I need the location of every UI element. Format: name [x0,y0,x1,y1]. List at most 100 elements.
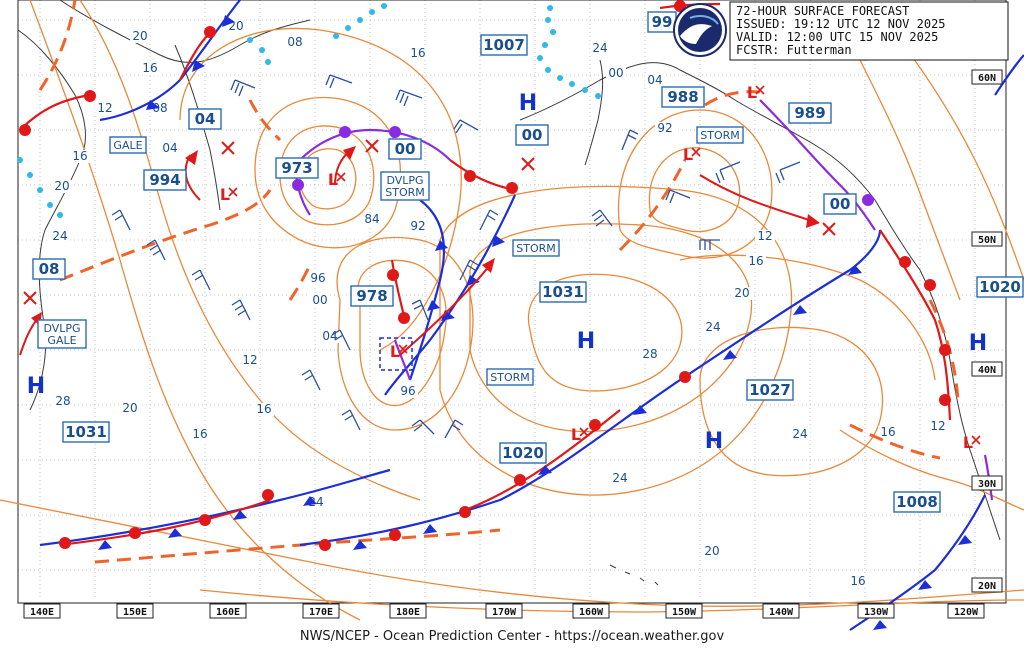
pressure-value: 99 [652,13,673,31]
latitude-label: 30N [978,479,996,490]
pressure-value: 973 [281,159,312,177]
longitude-label: 160E [216,607,240,618]
isobar-label: 96 [310,271,325,285]
isobar-label: 12 [97,101,112,115]
warning-label: GALE [47,334,76,347]
longitude-label: 130W [864,607,889,618]
pressure-value: 00 [395,140,416,158]
troughs [38,0,960,564]
isobar-label: 16 [192,427,207,441]
pressure-box [350,285,394,307]
pressure-box [480,34,528,56]
latitude-labels: 60N 50N 40N 30N 20N [971,69,1003,593]
longitude-label: 150W [672,607,697,618]
isobar-label: 24 [592,41,607,55]
isobar-label: 84 [364,212,379,226]
isobar-label: 16 [850,574,865,588]
warning-label: STORM [516,242,556,255]
warning-label: STORM [490,371,530,384]
isobar-label: 00 [312,293,327,307]
low-pressure-centers: L L L L L L L [220,83,981,452]
longitude-label: 150E [123,607,147,618]
longitude-label: 170E [309,607,333,618]
lat-lon-grid [17,0,1007,604]
past-position-marks [23,139,836,305]
pressure-value: 994 [149,171,180,189]
pressure-box [388,138,422,160]
warning-box [37,319,87,349]
isobar-label: 12 [757,229,772,243]
high-center: H [519,91,537,116]
isobar-label: 28 [55,394,70,408]
warning-label: STORM [700,129,740,142]
low-center: L [747,83,757,102]
latitude-label: 50N [978,235,996,246]
pressure-value: 04 [195,110,216,128]
isobar-label: 20 [54,179,69,193]
longitude-label: 180E [396,607,420,618]
isobar-label: 96 [400,384,415,398]
latitude-label: 40N [978,365,996,376]
isobar-label: 04 [162,141,177,155]
isobar-label: 24 [705,320,720,334]
pressure-value: 978 [356,287,387,305]
pressure-value: 988 [667,88,698,106]
header-box: 72-HOUR SURFACE FORECAST ISSUED: 19:12 U… [729,1,1009,61]
noaa-logo-icon [673,3,727,57]
pressure-box [661,86,705,108]
pressure-box [143,169,187,191]
isobar-label: 20 [122,401,137,415]
isobar-label: 08 [287,35,302,49]
low-center: L [571,425,581,444]
high-center: H [969,331,987,356]
pressure-value: 1020 [979,278,1021,296]
pressure-box [32,258,66,280]
warm-fronts [19,2,952,547]
footer-credit: NWS/NCEP - Ocean Prediction Center - htt… [300,629,725,644]
longitude-label: 120W [954,607,979,618]
high-center: H [577,329,595,354]
isobar-label: 92 [657,121,672,135]
front-markers [19,0,972,630]
pressure-value: 08 [39,260,60,278]
warning-box [512,239,560,257]
coastlines [17,0,1001,586]
pressure-value: 1027 [749,381,791,399]
pressure-box [188,108,222,130]
low-center: L [963,433,973,452]
pressure-value: 1031 [542,283,584,301]
low-center: L [390,342,400,361]
isobar-label: 16 [72,149,87,163]
isobar-label: 12 [930,419,945,433]
low-center: L [683,145,693,164]
header-valid: VALID: 12:00 UTC 15 NOV 2025 [736,30,938,44]
pressure-box [976,276,1024,298]
storm-track-arrows [19,146,820,356]
high-pressure-centers: H H H H H [27,91,987,454]
isobar-label: 12 [242,353,257,367]
pressure-value: 1031 [65,423,107,441]
header-issued: ISSUED: 19:12 UTC 12 NOV 2025 [736,17,946,31]
header-forecaster: FCSTR: Futterman [736,43,852,57]
pressure-value: 1007 [483,36,525,54]
pressure-box [515,124,549,146]
isobar-label: 04 [322,329,337,343]
pressure-box [62,421,110,443]
warning-label: STORM [385,186,425,199]
pressure-value: 1008 [896,493,938,511]
longitude-label: 170W [492,607,517,618]
warning-label: DVLPG [43,322,80,335]
pressure-value: 989 [794,104,825,122]
isobar-label: 20 [132,29,147,43]
isobar-label: 16 [256,402,271,416]
isobar-label: 20 [734,286,749,300]
isobar-labels: 20 16 12 08 04 16 20 24 84 92 96 00 04 96 92 12 16 20 24 28… [50,19,948,588]
warning-box [486,368,534,386]
high-center: H [27,374,45,399]
latitude-label: 20N [978,581,996,592]
longitude-label: 160W [579,607,604,618]
isobar-label: 00 [608,66,623,80]
isobar-label: 04 [647,73,662,87]
